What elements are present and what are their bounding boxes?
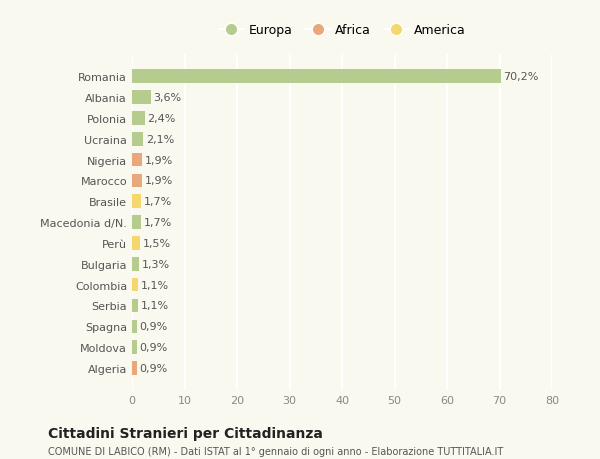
Text: 70,2%: 70,2% (503, 72, 539, 82)
Text: 2,4%: 2,4% (147, 114, 176, 123)
Text: 1,7%: 1,7% (143, 218, 172, 228)
Text: 1,7%: 1,7% (143, 197, 172, 207)
Text: 1,1%: 1,1% (140, 301, 169, 311)
Text: 1,5%: 1,5% (143, 238, 170, 248)
Text: 0,9%: 0,9% (139, 363, 167, 373)
Text: 2,1%: 2,1% (146, 134, 174, 145)
Text: 3,6%: 3,6% (154, 93, 182, 103)
Bar (132, 278, 138, 292)
Bar (132, 237, 140, 250)
Bar (132, 361, 137, 375)
Bar (132, 257, 139, 271)
Bar (132, 174, 142, 188)
Bar (132, 299, 138, 313)
Bar (132, 153, 142, 167)
Text: 0,9%: 0,9% (139, 322, 167, 331)
Bar (132, 112, 145, 125)
Text: 1,3%: 1,3% (142, 259, 170, 269)
Bar (132, 70, 500, 84)
Bar (132, 216, 141, 230)
Text: COMUNE DI LABICO (RM) - Dati ISTAT al 1° gennaio di ogni anno - Elaborazione TUT: COMUNE DI LABICO (RM) - Dati ISTAT al 1°… (48, 446, 503, 456)
Text: 0,9%: 0,9% (139, 342, 167, 353)
Text: 1,9%: 1,9% (145, 155, 173, 165)
Bar (132, 91, 151, 105)
Bar (132, 341, 137, 354)
Bar (132, 133, 143, 146)
Bar (132, 320, 137, 333)
Legend: Europa, Africa, America: Europa, Africa, America (212, 18, 472, 43)
Text: Cittadini Stranieri per Cittadinanza: Cittadini Stranieri per Cittadinanza (48, 426, 323, 440)
Text: 1,1%: 1,1% (140, 280, 169, 290)
Bar (132, 195, 141, 208)
Text: 1,9%: 1,9% (145, 176, 173, 186)
